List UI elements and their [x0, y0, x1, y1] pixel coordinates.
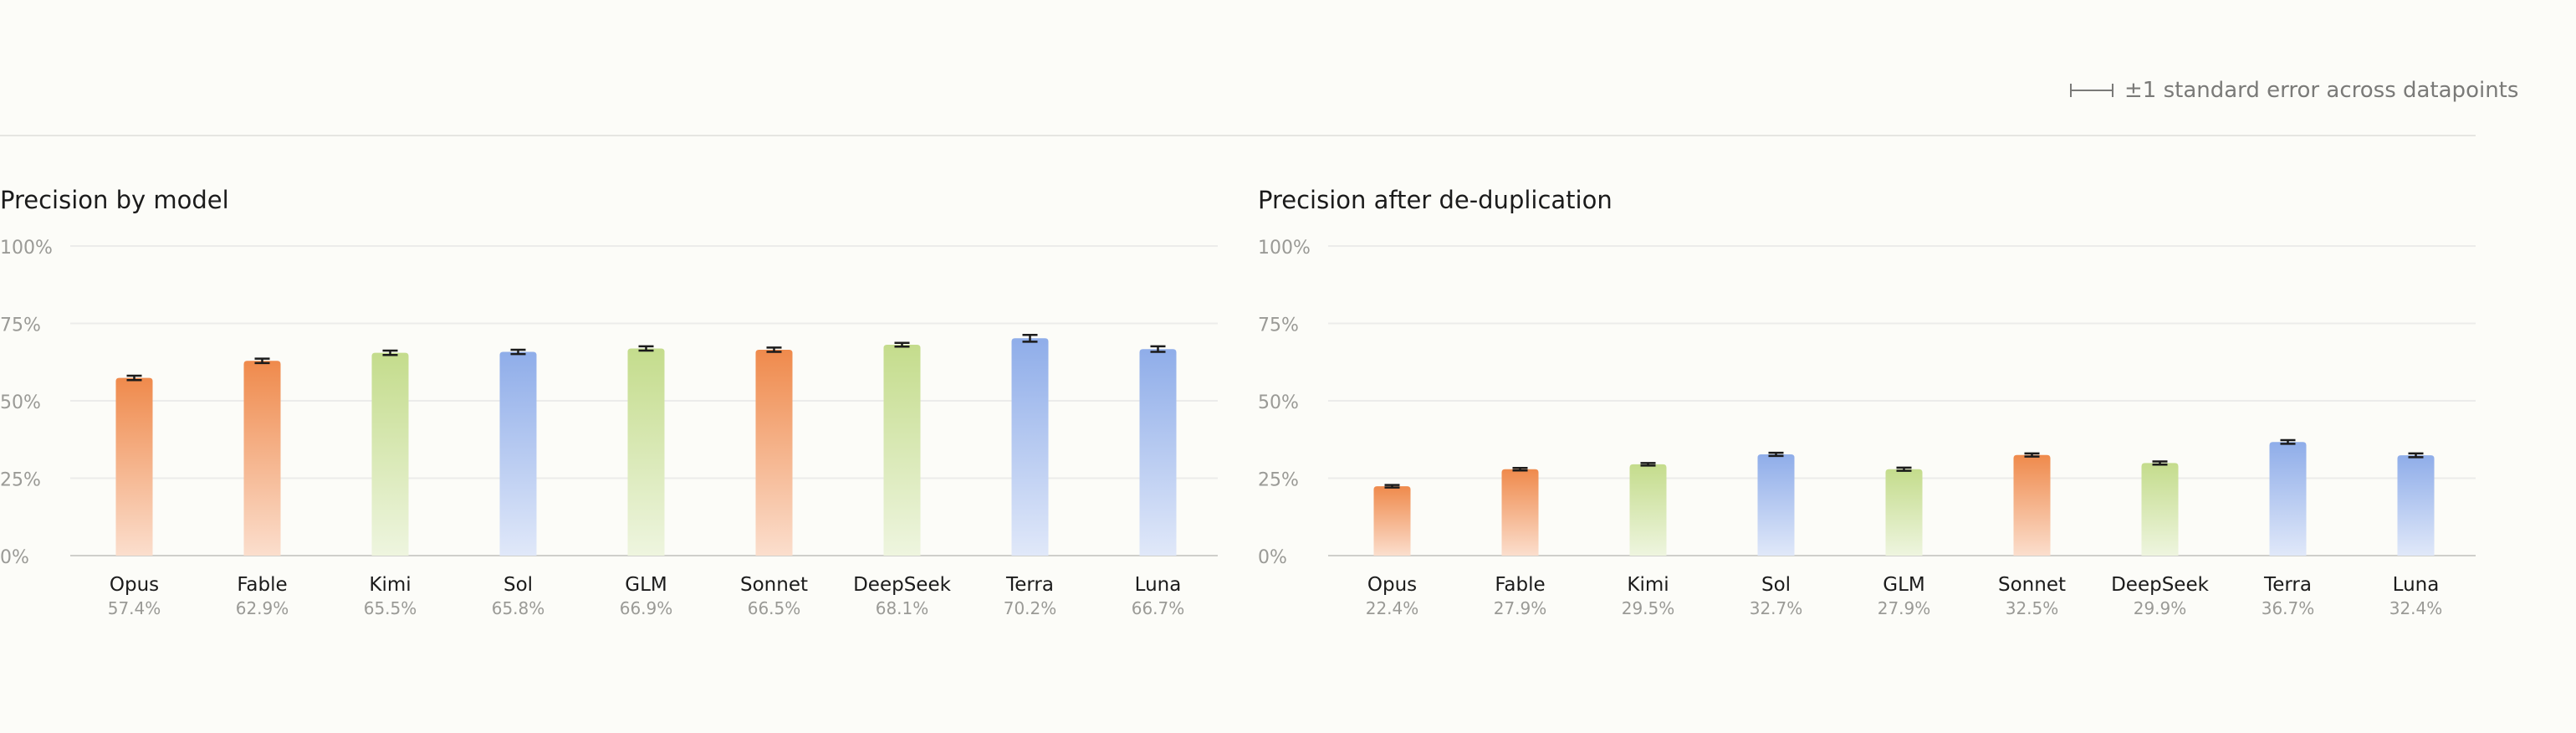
bar-luna [2397, 455, 2435, 556]
value-label: 36.7% [2262, 598, 2315, 618]
value-label: 62.9% [236, 598, 289, 618]
bar-kimi [1629, 464, 1667, 556]
bar-kimi [371, 352, 409, 556]
y-tick-label: 100% [0, 238, 53, 259]
y-tick-label: 25% [1258, 470, 1299, 491]
y-tick-label: 50% [0, 392, 41, 413]
value-label: 27.9% [1878, 598, 1931, 618]
category-label: Luna [2393, 574, 2440, 596]
error-bar [1768, 451, 1784, 458]
value-label: 29.5% [1622, 598, 1675, 618]
bar-sol [1757, 454, 1795, 556]
value-label: 66.9% [620, 598, 673, 618]
category-label: Luna [1135, 574, 1182, 596]
error-bar [766, 346, 782, 353]
value-label: 68.1% [876, 598, 929, 618]
error-bar [1640, 462, 1656, 467]
bar-sonnet [755, 349, 793, 556]
category-label: Fable [1495, 574, 1545, 596]
bar-opus [1373, 486, 1411, 556]
y-tick-label: 75% [1258, 315, 1299, 336]
error-bar [638, 345, 654, 352]
legend: ±1 standard error across datapoints [2069, 74, 2518, 107]
bar-terra [1011, 338, 1049, 556]
y-tick-label: 0% [1258, 547, 1287, 568]
divider [0, 135, 2476, 136]
error-bar [1512, 467, 1528, 472]
error-bar [894, 341, 910, 348]
category-label: DeepSeek [2111, 574, 2210, 596]
category-label: Sol [503, 574, 533, 596]
value-label: 32.4% [2389, 598, 2443, 618]
legend-label: ±1 standard error across datapoints [2124, 78, 2519, 103]
bar-glm [1885, 469, 1923, 556]
category-label: Kimi [369, 574, 411, 596]
bar-sol [499, 351, 537, 556]
category-label: Opus [110, 574, 159, 596]
error-bar [2408, 452, 2424, 459]
category-label: Sonnet [1998, 574, 2066, 596]
value-label: 22.4% [1366, 598, 1419, 618]
error-bar-icon [2070, 84, 2113, 97]
value-label: 29.9% [2134, 598, 2187, 618]
y-tick-label: 25% [0, 470, 41, 491]
chart-title: Precision after de-duplication [1258, 186, 1613, 214]
bar-deepseek [2141, 463, 2179, 556]
bar-deepseek [883, 345, 921, 556]
value-label: 66.7% [1132, 598, 1185, 618]
error-bar [1022, 333, 1038, 343]
error-bar [1896, 466, 1912, 472]
category-label: Opus [1367, 574, 1417, 596]
bar-fable [243, 361, 281, 556]
value-label: 32.7% [1750, 598, 1803, 618]
error-bar [2024, 452, 2040, 458]
bar-terra [2269, 442, 2307, 556]
y-tick-label: 50% [1258, 392, 1299, 413]
value-label: 70.2% [1004, 598, 1057, 618]
y-tick-label: 0% [0, 547, 29, 568]
category-label: Fable [237, 574, 287, 596]
error-bar [2280, 438, 2296, 445]
chart-title: Precision by model [0, 186, 229, 214]
value-label: 65.5% [364, 598, 417, 618]
error-bar [1150, 345, 1166, 353]
value-label: 65.8% [492, 598, 545, 618]
category-label: Terra [1005, 574, 1054, 596]
category-label: GLM [1883, 574, 1924, 596]
category-label: Kimi [1627, 574, 1669, 596]
value-label: 27.9% [1494, 598, 1547, 618]
value-label: 66.5% [748, 598, 801, 618]
y-tick-label: 100% [1258, 238, 1311, 259]
error-bar [1384, 484, 1400, 489]
value-label: 32.5% [2006, 598, 2059, 618]
bar-luna [1139, 349, 1177, 556]
bar-fable [1501, 469, 1539, 556]
error-bar [2152, 460, 2168, 466]
error-bar [254, 357, 270, 365]
category-label: Sonnet [740, 574, 808, 596]
y-tick-label: 75% [0, 315, 41, 336]
error-bar [126, 374, 142, 382]
bar-opus [115, 377, 153, 556]
error-bar [382, 349, 398, 356]
category-label: Sol [1761, 574, 1791, 596]
bar-sonnet [2013, 454, 2051, 556]
category-label: GLM [625, 574, 667, 596]
bar-glm [627, 348, 665, 556]
category-label: DeepSeek [853, 574, 952, 596]
category-label: Terra [2263, 574, 2312, 596]
value-label: 57.4% [108, 598, 161, 618]
error-bar [510, 348, 526, 356]
